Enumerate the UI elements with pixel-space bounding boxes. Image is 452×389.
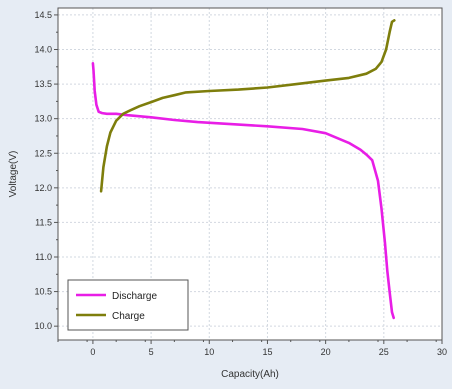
y-tick-label: 14.0 (34, 45, 52, 55)
x-tick-label: 10 (204, 347, 214, 357)
x-tick-label: 5 (149, 347, 154, 357)
y-tick-label: 12.5 (34, 148, 52, 158)
x-axis-title: Capacity(Ah) (221, 369, 279, 380)
plot-frame (57, 7, 443, 341)
legend-label-charge: Charge (112, 311, 145, 322)
y-tick-label: 13.0 (34, 114, 52, 124)
x-tick-label: 0 (90, 347, 95, 357)
y-tick-label: 11.0 (35, 252, 52, 262)
legend: Discharge Charge (67, 279, 189, 331)
series-line-discharge (91, 61, 396, 320)
series-line-charge (99, 19, 396, 193)
y-tick-label: 14.5 (34, 10, 52, 20)
series-layer (91, 19, 396, 320)
y-tick-label: 10.0 (34, 321, 52, 331)
y-tick-label: 11.5 (35, 217, 52, 227)
y-tick-label: 12.0 (34, 183, 52, 193)
y-tick-label: 13.5 (34, 79, 52, 89)
y-tick-label: 10.5 (34, 287, 52, 297)
axis-ticks: 0 5 10 15 20 25 30 10.0 10.5 11.0 11.5 12.0 12.5 13.0… (34, 10, 447, 357)
x-tick-label: 30 (437, 347, 447, 357)
x-tick-label: 25 (379, 347, 389, 357)
legend-box (67, 279, 189, 331)
x-tick-label: 20 (321, 347, 331, 357)
y-axis-title: Voltage(V) (8, 151, 19, 198)
x-tick-label: 15 (262, 347, 272, 357)
legend-label-discharge: Discharge (112, 291, 157, 302)
